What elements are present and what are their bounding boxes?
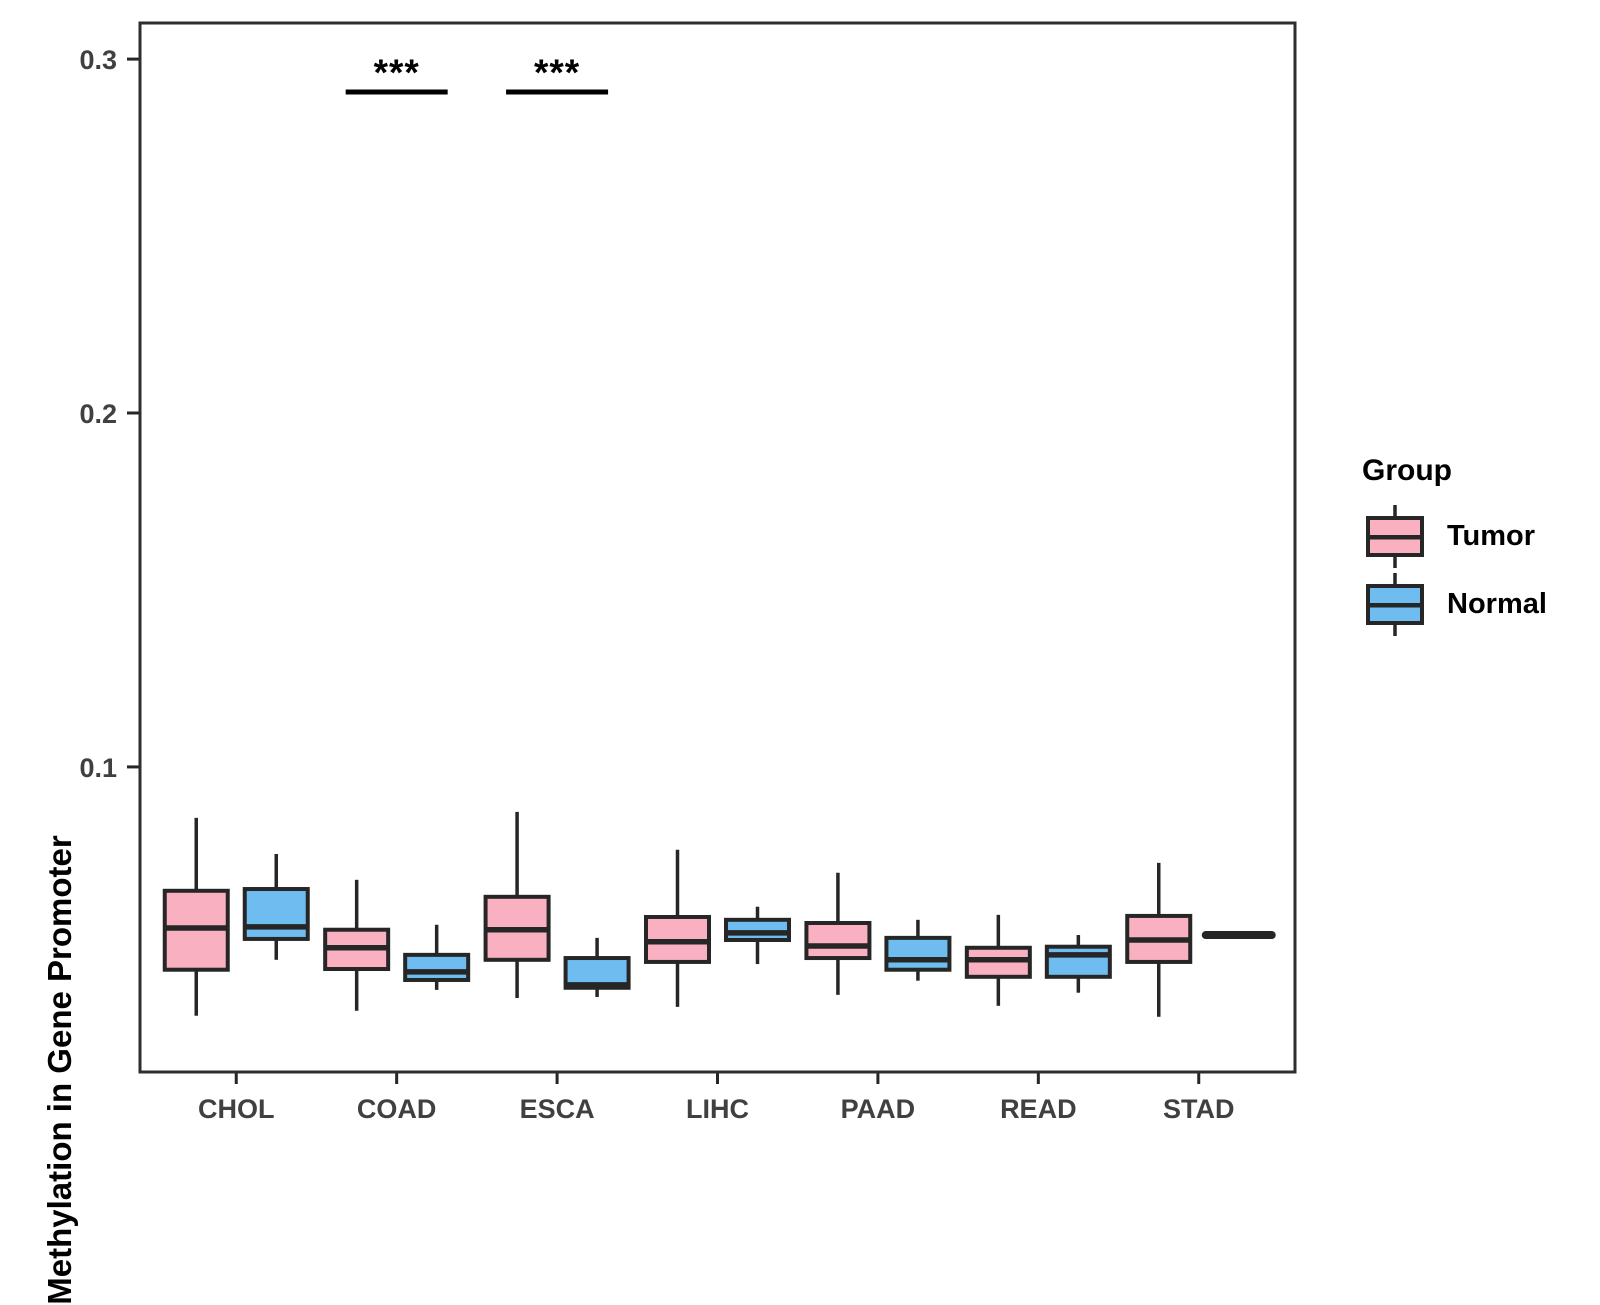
legend-title: Group <box>1362 454 1452 487</box>
boxplot-CHOL-normal-box <box>242 887 310 941</box>
boxplot-PAAD-tumor-box <box>804 921 872 961</box>
y-axis-title: Methylation in Gene Promoter <box>41 835 78 1305</box>
x-category-label-STAD: STAD <box>1163 1094 1235 1124</box>
significance-stars-COAD: *** <box>374 52 420 93</box>
y-tick-label-0.1: 0.1 <box>79 753 117 783</box>
legend-label-tumor: Tumor <box>1447 520 1536 552</box>
y-tick-label-0.2: 0.2 <box>79 399 117 429</box>
x-category-label-READ: READ <box>1000 1094 1077 1124</box>
boxplot-figure: 0.1 0.2 0.3 CHOL COAD ESCA LIHC PAAD READ STAD ***… <box>41 21 1547 1305</box>
boxplot-READ-normal-box <box>1044 944 1112 979</box>
legend-label-normal: Normal <box>1447 588 1547 620</box>
x-category-label-ESCA: ESCA <box>520 1094 595 1124</box>
x-category-label-PAAD: PAAD <box>841 1094 916 1124</box>
x-category-label-COAD: COAD <box>357 1094 437 1124</box>
chart-canvas: 0.1 0.2 0.3 CHOL COAD ESCA LIHC PAAD READ STAD ***… <box>79 21 1424 1124</box>
x-category-label-LIHC: LIHC <box>686 1094 749 1124</box>
boxplot-PAAD-normal-box <box>884 935 952 972</box>
x-category-label-CHOL: CHOL <box>198 1094 275 1124</box>
panel-border <box>138 21 1297 1074</box>
significance-stars-ESCA: *** <box>534 52 580 93</box>
y-tick-label-0.3: 0.3 <box>79 45 117 75</box>
boxplot-LIHC-normal-box <box>724 917 791 942</box>
boxplot-COAD-normal-box <box>403 952 471 982</box>
